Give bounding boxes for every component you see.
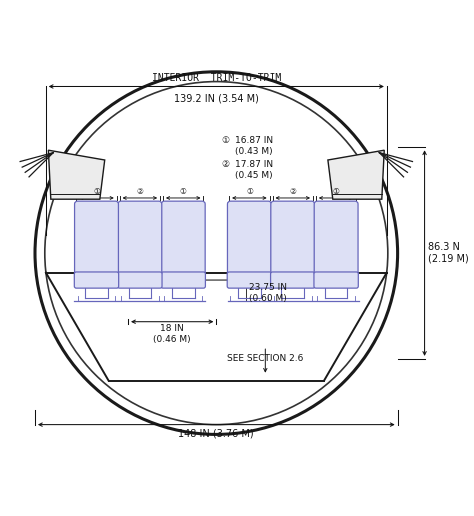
Text: ①: ① bbox=[221, 136, 229, 145]
Text: ②: ② bbox=[137, 186, 143, 196]
FancyBboxPatch shape bbox=[161, 201, 205, 276]
Text: 139.2 IN (3.54 M): 139.2 IN (3.54 M) bbox=[174, 94, 259, 104]
Text: ②: ② bbox=[289, 186, 296, 196]
FancyBboxPatch shape bbox=[118, 272, 162, 288]
Text: ①: ① bbox=[180, 186, 187, 196]
Text: SEE SECTION 2.6: SEE SECTION 2.6 bbox=[227, 354, 303, 363]
FancyBboxPatch shape bbox=[271, 272, 315, 288]
Text: (0.46 M): (0.46 M) bbox=[154, 335, 191, 344]
FancyBboxPatch shape bbox=[161, 272, 205, 288]
Text: INTERIOR  TRIM-TO-TRIM: INTERIOR TRIM-TO-TRIM bbox=[152, 73, 281, 83]
Text: 18 IN: 18 IN bbox=[160, 324, 184, 333]
Text: 16.87 IN: 16.87 IN bbox=[235, 136, 273, 145]
Text: 86.3 N
(2.19 M): 86.3 N (2.19 M) bbox=[428, 243, 469, 264]
Polygon shape bbox=[48, 150, 105, 199]
FancyBboxPatch shape bbox=[271, 201, 315, 276]
FancyBboxPatch shape bbox=[118, 201, 162, 276]
Text: (0.60 M): (0.60 M) bbox=[249, 294, 287, 302]
Text: (0.43 M): (0.43 M) bbox=[235, 147, 272, 156]
Text: ②: ② bbox=[221, 160, 229, 169]
FancyBboxPatch shape bbox=[228, 201, 271, 276]
Text: ①: ① bbox=[93, 186, 100, 196]
Text: 148 IN (3.76 M): 148 IN (3.76 M) bbox=[179, 428, 254, 438]
FancyBboxPatch shape bbox=[314, 201, 358, 276]
FancyBboxPatch shape bbox=[74, 201, 118, 276]
Text: ①: ① bbox=[333, 186, 339, 196]
Text: 23.75 IN: 23.75 IN bbox=[249, 282, 287, 292]
FancyBboxPatch shape bbox=[227, 272, 272, 288]
Text: 17.87 IN: 17.87 IN bbox=[235, 160, 273, 169]
FancyBboxPatch shape bbox=[314, 272, 358, 288]
Text: ①: ① bbox=[246, 186, 253, 196]
FancyBboxPatch shape bbox=[74, 272, 118, 288]
Text: (0.45 M): (0.45 M) bbox=[235, 171, 272, 181]
Polygon shape bbox=[328, 150, 384, 199]
